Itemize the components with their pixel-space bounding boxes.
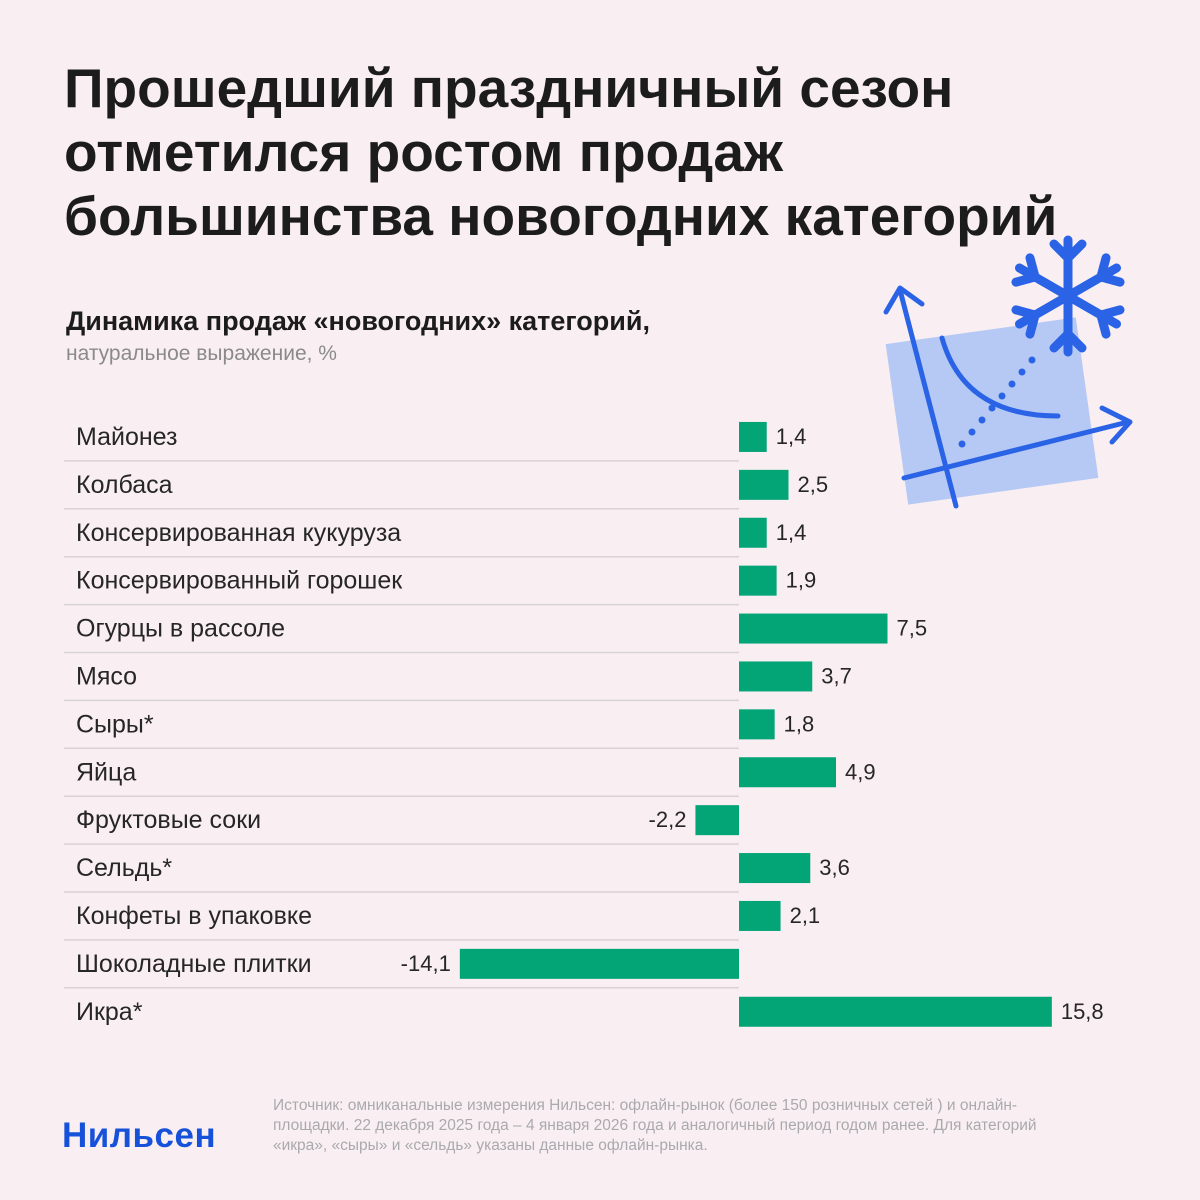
value-label: 3,6 (819, 855, 850, 880)
bar (739, 853, 811, 884)
nielsen-logo: Нильсен (62, 1116, 217, 1155)
page-title: Прошедший праздничный сезон отметился ро… (64, 57, 1058, 247)
value-label: 2,1 (790, 903, 821, 928)
bar-chart: Майонез 1,4 Колбаса 2,5 Консервированная кук… (64, 421, 1104, 1027)
category-label: Сыры* (76, 710, 154, 738)
value-label: -2,2 (649, 807, 687, 832)
bar (739, 517, 767, 548)
bar (739, 469, 789, 500)
category-label: Фруктовые соки (76, 806, 261, 834)
value-label: 1,4 (776, 424, 807, 449)
bar (739, 900, 781, 931)
category-label: Майонез (76, 423, 178, 451)
bar (739, 709, 775, 740)
category-label: Конфеты в упаковке (76, 902, 312, 930)
category-label: Мясо (76, 662, 137, 690)
category-label: Икра* (76, 998, 143, 1026)
chart-title: Динамика продаж «новогодних» категорий, (66, 306, 650, 336)
category-label: Огурцы в рассоле (76, 615, 285, 643)
value-label: 7,5 (897, 616, 928, 641)
category-label: Колбаса (76, 471, 173, 499)
value-label: 1,9 (786, 568, 817, 593)
source-note: Источник: омниканальные измерения Нильсе… (273, 1097, 1037, 1154)
value-label: 4,9 (845, 759, 876, 784)
value-label: 3,7 (821, 663, 852, 688)
bar (459, 948, 739, 979)
bar (739, 613, 888, 644)
value-label: 1,4 (776, 520, 807, 545)
bar (739, 421, 767, 452)
bar (739, 565, 777, 596)
category-label: Сельдь* (76, 854, 172, 882)
value-label: -14,1 (401, 951, 451, 976)
category-label: Консервированный горошек (76, 567, 403, 595)
bar (739, 996, 1052, 1027)
chart-subtitle: натуральное выражение, % (66, 342, 337, 365)
category-label: Яйца (76, 758, 136, 786)
snowflake-chart-illustration (883, 235, 1133, 509)
value-label: 1,8 (784, 711, 815, 736)
category-label: Консервированная кукуруза (76, 519, 401, 547)
bar (739, 661, 813, 692)
snowflake-icon (1011, 235, 1125, 357)
category-label: Шоколадные плитки (76, 950, 312, 978)
bar (695, 805, 739, 836)
bar (739, 757, 837, 788)
value-label: 15,8 (1061, 999, 1104, 1024)
value-label: 2,5 (798, 472, 829, 497)
